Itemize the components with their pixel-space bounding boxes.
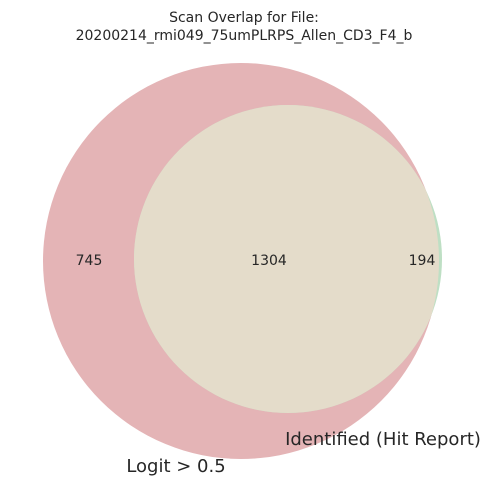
title-line-2: 20200214_rmi049_75umPLRPS_Allen_CD3_F4_b — [76, 28, 413, 44]
set-a-label: Logit > 0.5 — [126, 456, 225, 477]
count-intersection: 1304 — [251, 253, 287, 269]
title-line-1: Scan Overlap for File: — [169, 10, 319, 26]
set-b-label: Identified (Hit Report) — [285, 429, 481, 450]
count-only-b: 194 — [409, 253, 436, 269]
count-only-a: 745 — [76, 253, 103, 269]
